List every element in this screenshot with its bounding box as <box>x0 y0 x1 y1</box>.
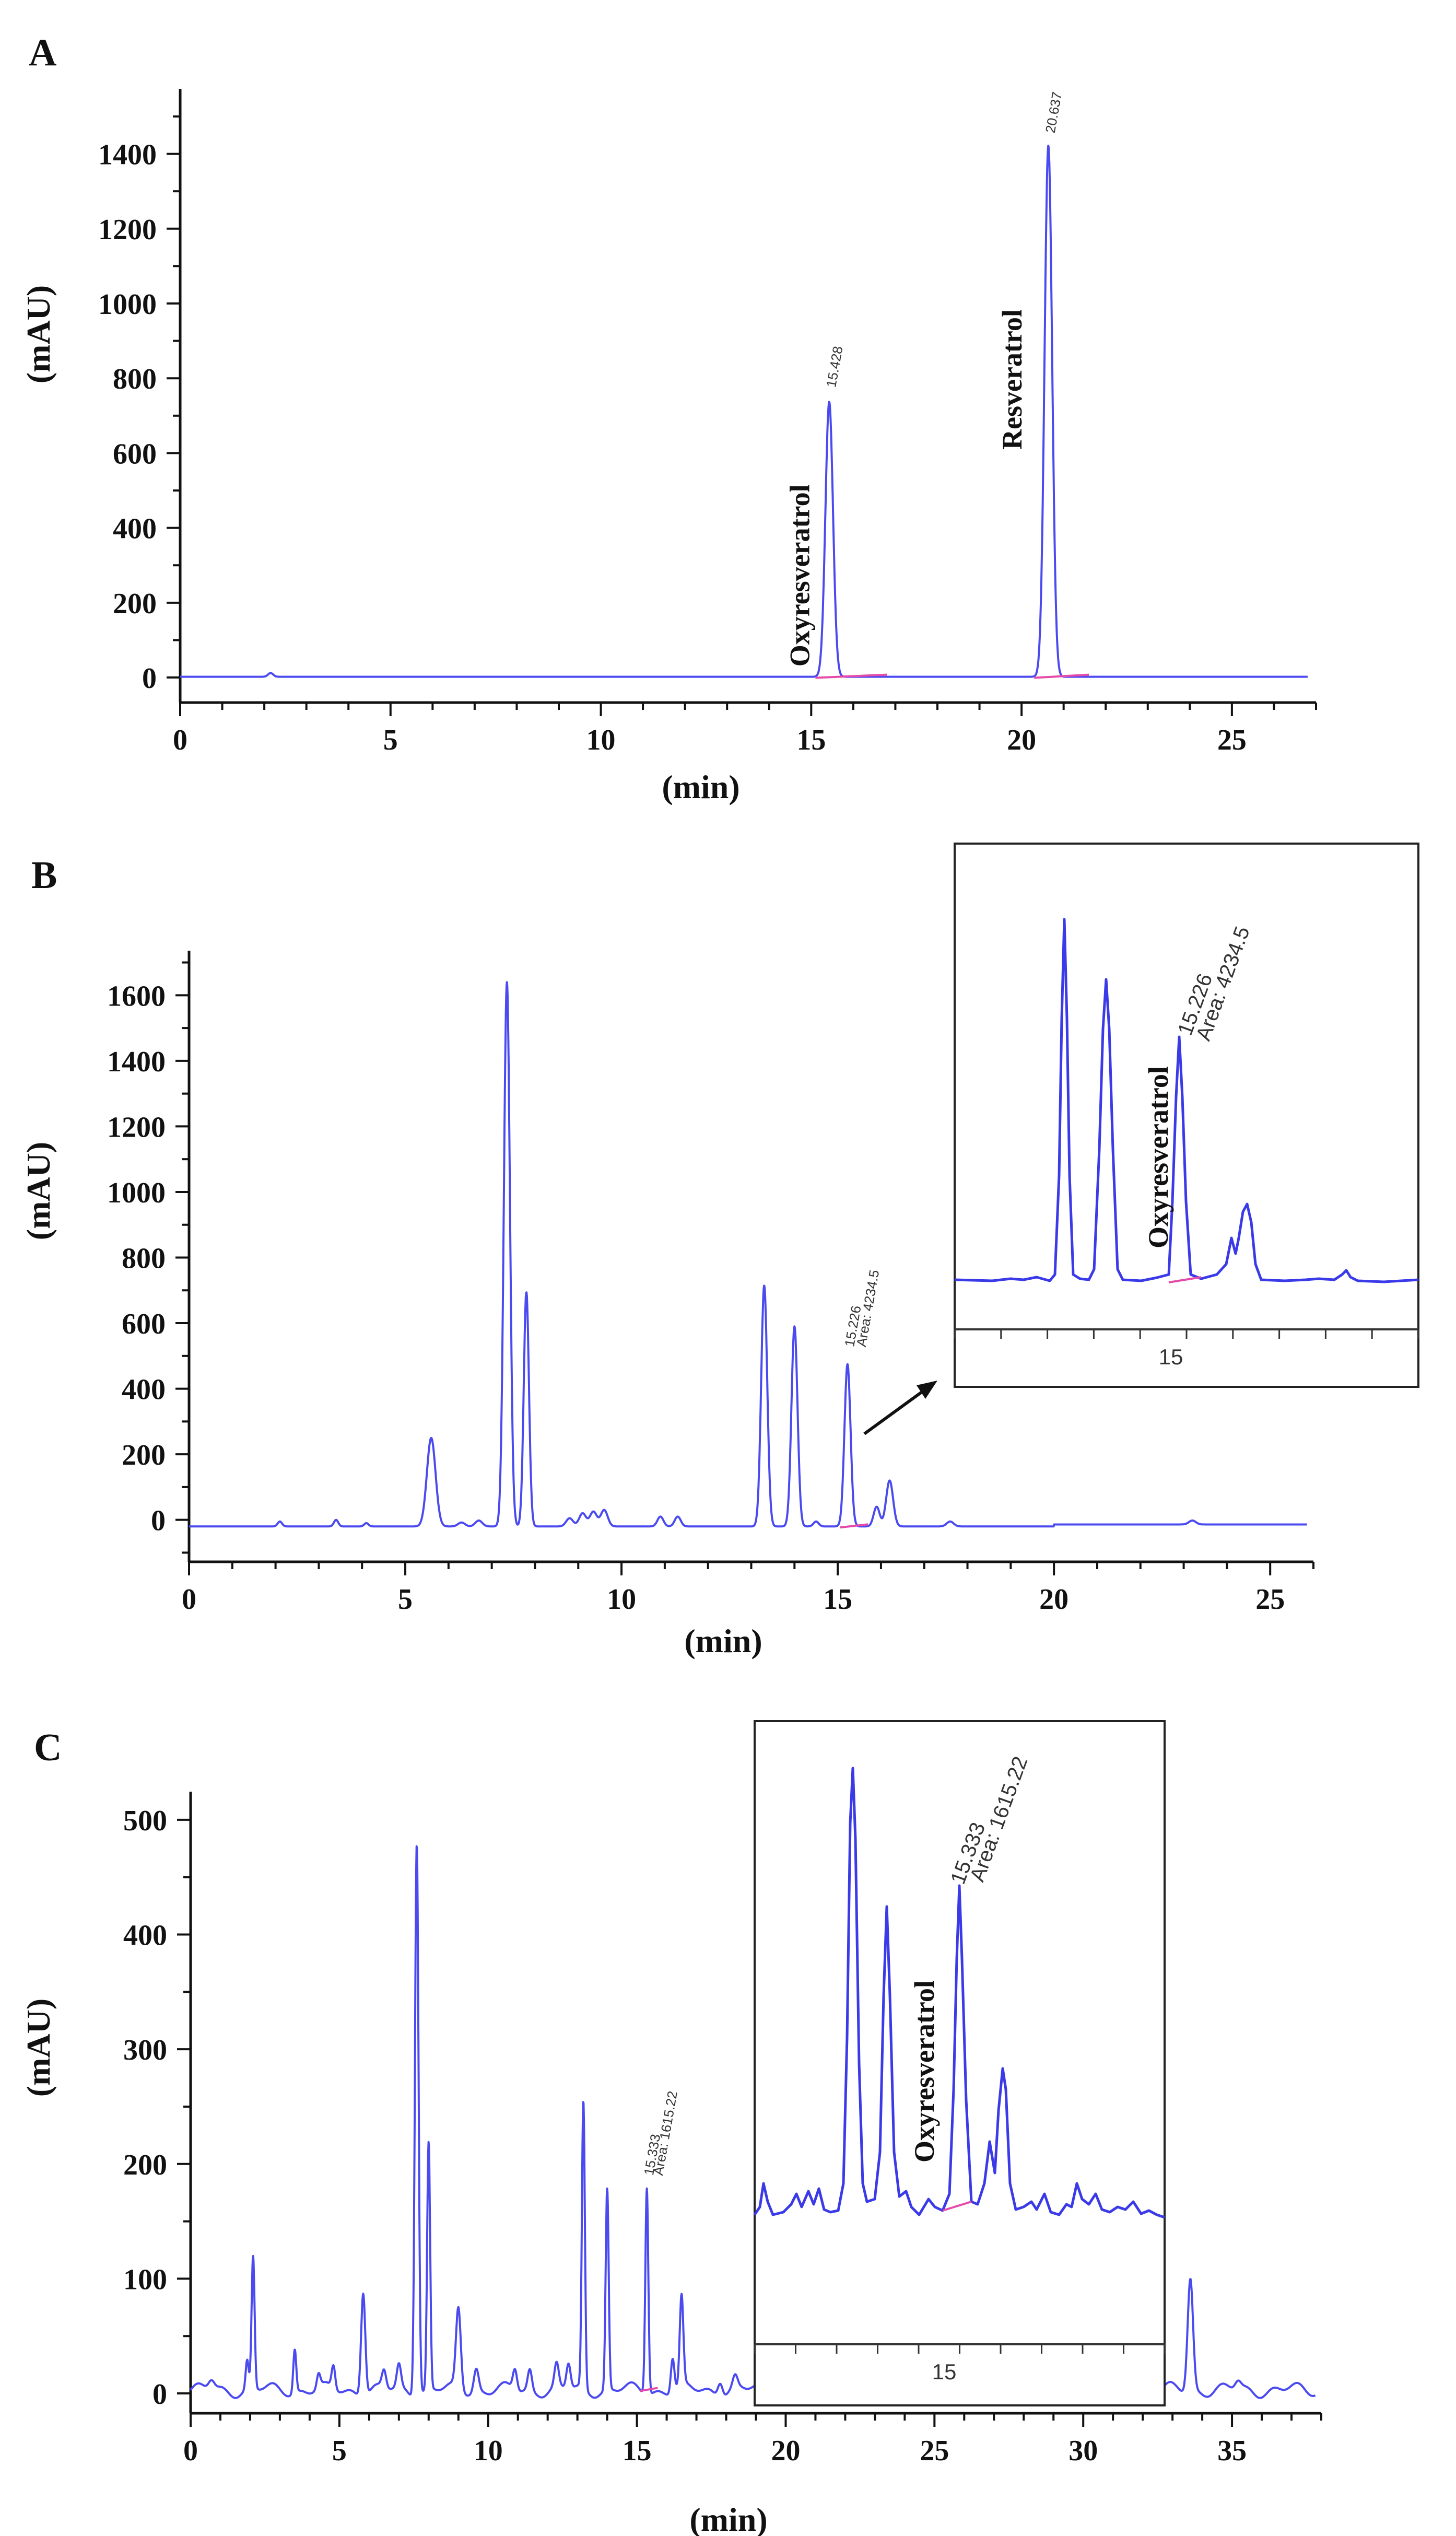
y-tick-label-a: 1000 <box>98 288 157 321</box>
integration-baseline-c <box>639 2387 658 2392</box>
inset-compound-label-b: Oxyresveratrol <box>1143 1066 1174 1248</box>
x-axis-title-a: (min) <box>662 768 739 805</box>
y-tick-label-b: 400 <box>122 1374 166 1406</box>
x-tick-label-c: 15 <box>623 2435 652 2467</box>
y-tick-label-b: 1400 <box>107 1046 166 1078</box>
y-tick-label-b: 1000 <box>107 1177 166 1209</box>
y-tick-label-c: 0 <box>152 2378 167 2411</box>
inset-integration-baseline-c <box>942 2201 972 2212</box>
y-tick-label-b: 0 <box>151 1505 166 1537</box>
x-tick-label-c: 25 <box>920 2435 949 2467</box>
x-tick-label-c: 0 <box>183 2435 198 2467</box>
x-tick-label-a: 15 <box>796 724 826 756</box>
y-tick-label-a: 1200 <box>98 214 157 246</box>
inset-frame-b <box>954 843 1419 1388</box>
integration-baseline-a <box>1034 673 1089 679</box>
inset-tick-label-c: 15 <box>932 2359 957 2384</box>
compound-label-a: Resveratrol <box>996 309 1028 450</box>
y-tick-label-c: 100 <box>123 2263 167 2296</box>
y-tick-label-c: 400 <box>123 1920 167 1952</box>
y-axis-title-b: (mAU) <box>20 1142 57 1240</box>
x-tick-label-b: 25 <box>1255 1583 1285 1616</box>
panel-label-c: C <box>34 1726 62 1769</box>
x-tick-label-c: 10 <box>474 2435 503 2467</box>
inset-frame-c <box>754 1720 1166 2406</box>
compound-label-a: Oxyresveratrol <box>784 484 815 667</box>
y-tick-label-a: 200 <box>113 588 157 620</box>
y-axis-title-a: (mAU) <box>20 285 57 383</box>
y-tick-label-a: 800 <box>113 363 157 395</box>
y-tick-label-a: 600 <box>113 438 157 470</box>
inset-ticks-b <box>954 1329 1419 1339</box>
inset-ticks-c <box>754 2344 1166 2354</box>
integration-baseline-b <box>840 1523 868 1529</box>
inset-trace-c <box>753 1767 1165 2219</box>
y-tick-label-a: 400 <box>113 513 157 545</box>
y-tick-label-a: 0 <box>142 662 157 695</box>
x-tick-label-c: 30 <box>1068 2435 1098 2467</box>
inset-callout-arrow-b <box>863 1381 937 1435</box>
y-tick-label-c: 300 <box>123 2034 167 2066</box>
x-tick-label-a: 0 <box>173 724 187 756</box>
x-tick-label-c: 5 <box>332 2435 347 2467</box>
y-tick-label-b: 800 <box>122 1243 166 1275</box>
panel-label-b: B <box>31 854 57 897</box>
x-tick-label-b: 0 <box>182 1583 196 1616</box>
inset-compound-label-c: Oxyresveratrol <box>909 1980 940 2163</box>
y-tick-label-b: 600 <box>122 1308 166 1340</box>
y-tick-label-c: 500 <box>123 1805 167 1837</box>
x-axis-title-b: (min) <box>684 1622 762 1659</box>
x-tick-label-a: 10 <box>586 724 616 756</box>
inset-integration-baseline-b <box>1168 1276 1202 1283</box>
y-axis-title-c: (mAU) <box>20 1999 57 2097</box>
y-tick-label-b: 1600 <box>107 980 166 1012</box>
integration-baseline-a <box>815 673 887 679</box>
x-tick-label-b: 10 <box>607 1583 636 1616</box>
y-tick-label-b: 1200 <box>107 1111 166 1143</box>
inset-tick-label-b: 15 <box>1159 1345 1183 1369</box>
x-tick-label-a: 20 <box>1007 724 1036 756</box>
panel-label-a: A <box>29 31 56 74</box>
x-axis-title-c: (min) <box>689 2501 767 2536</box>
y-tick-label-b: 200 <box>122 1439 166 1471</box>
inset-trace-b <box>954 918 1419 1283</box>
x-tick-label-b: 20 <box>1039 1583 1068 1616</box>
x-tick-label-b: 15 <box>823 1583 852 1616</box>
x-tick-label-a: 5 <box>383 724 398 756</box>
chromatogram-trace-b <box>188 981 1308 1528</box>
x-tick-label-b: 5 <box>398 1583 413 1616</box>
chromatogram-trace-a <box>179 144 1309 678</box>
x-tick-label-a: 25 <box>1217 724 1247 756</box>
inset-b: 15 Oxyresveratrol 15.226 Area: 4234.5 <box>954 843 1419 1388</box>
callout-arrow-shaft-b <box>863 1390 923 1435</box>
x-tick-label-c: 35 <box>1217 2435 1247 2467</box>
y-tick-label-c: 200 <box>123 2149 167 2181</box>
callout-arrow-head-b <box>917 1381 937 1399</box>
panel-b: B (mAU) (min) 0 5 10 15 20 25 0 200 400 600 800 100… <box>20 843 1419 1659</box>
y-tick-label-a: 1400 <box>98 139 157 171</box>
x-tick-label-c: 20 <box>771 2435 800 2467</box>
inset-c: 15 Oxyresveratrol 15.333 Area: 1615.22 <box>753 1720 1166 2406</box>
